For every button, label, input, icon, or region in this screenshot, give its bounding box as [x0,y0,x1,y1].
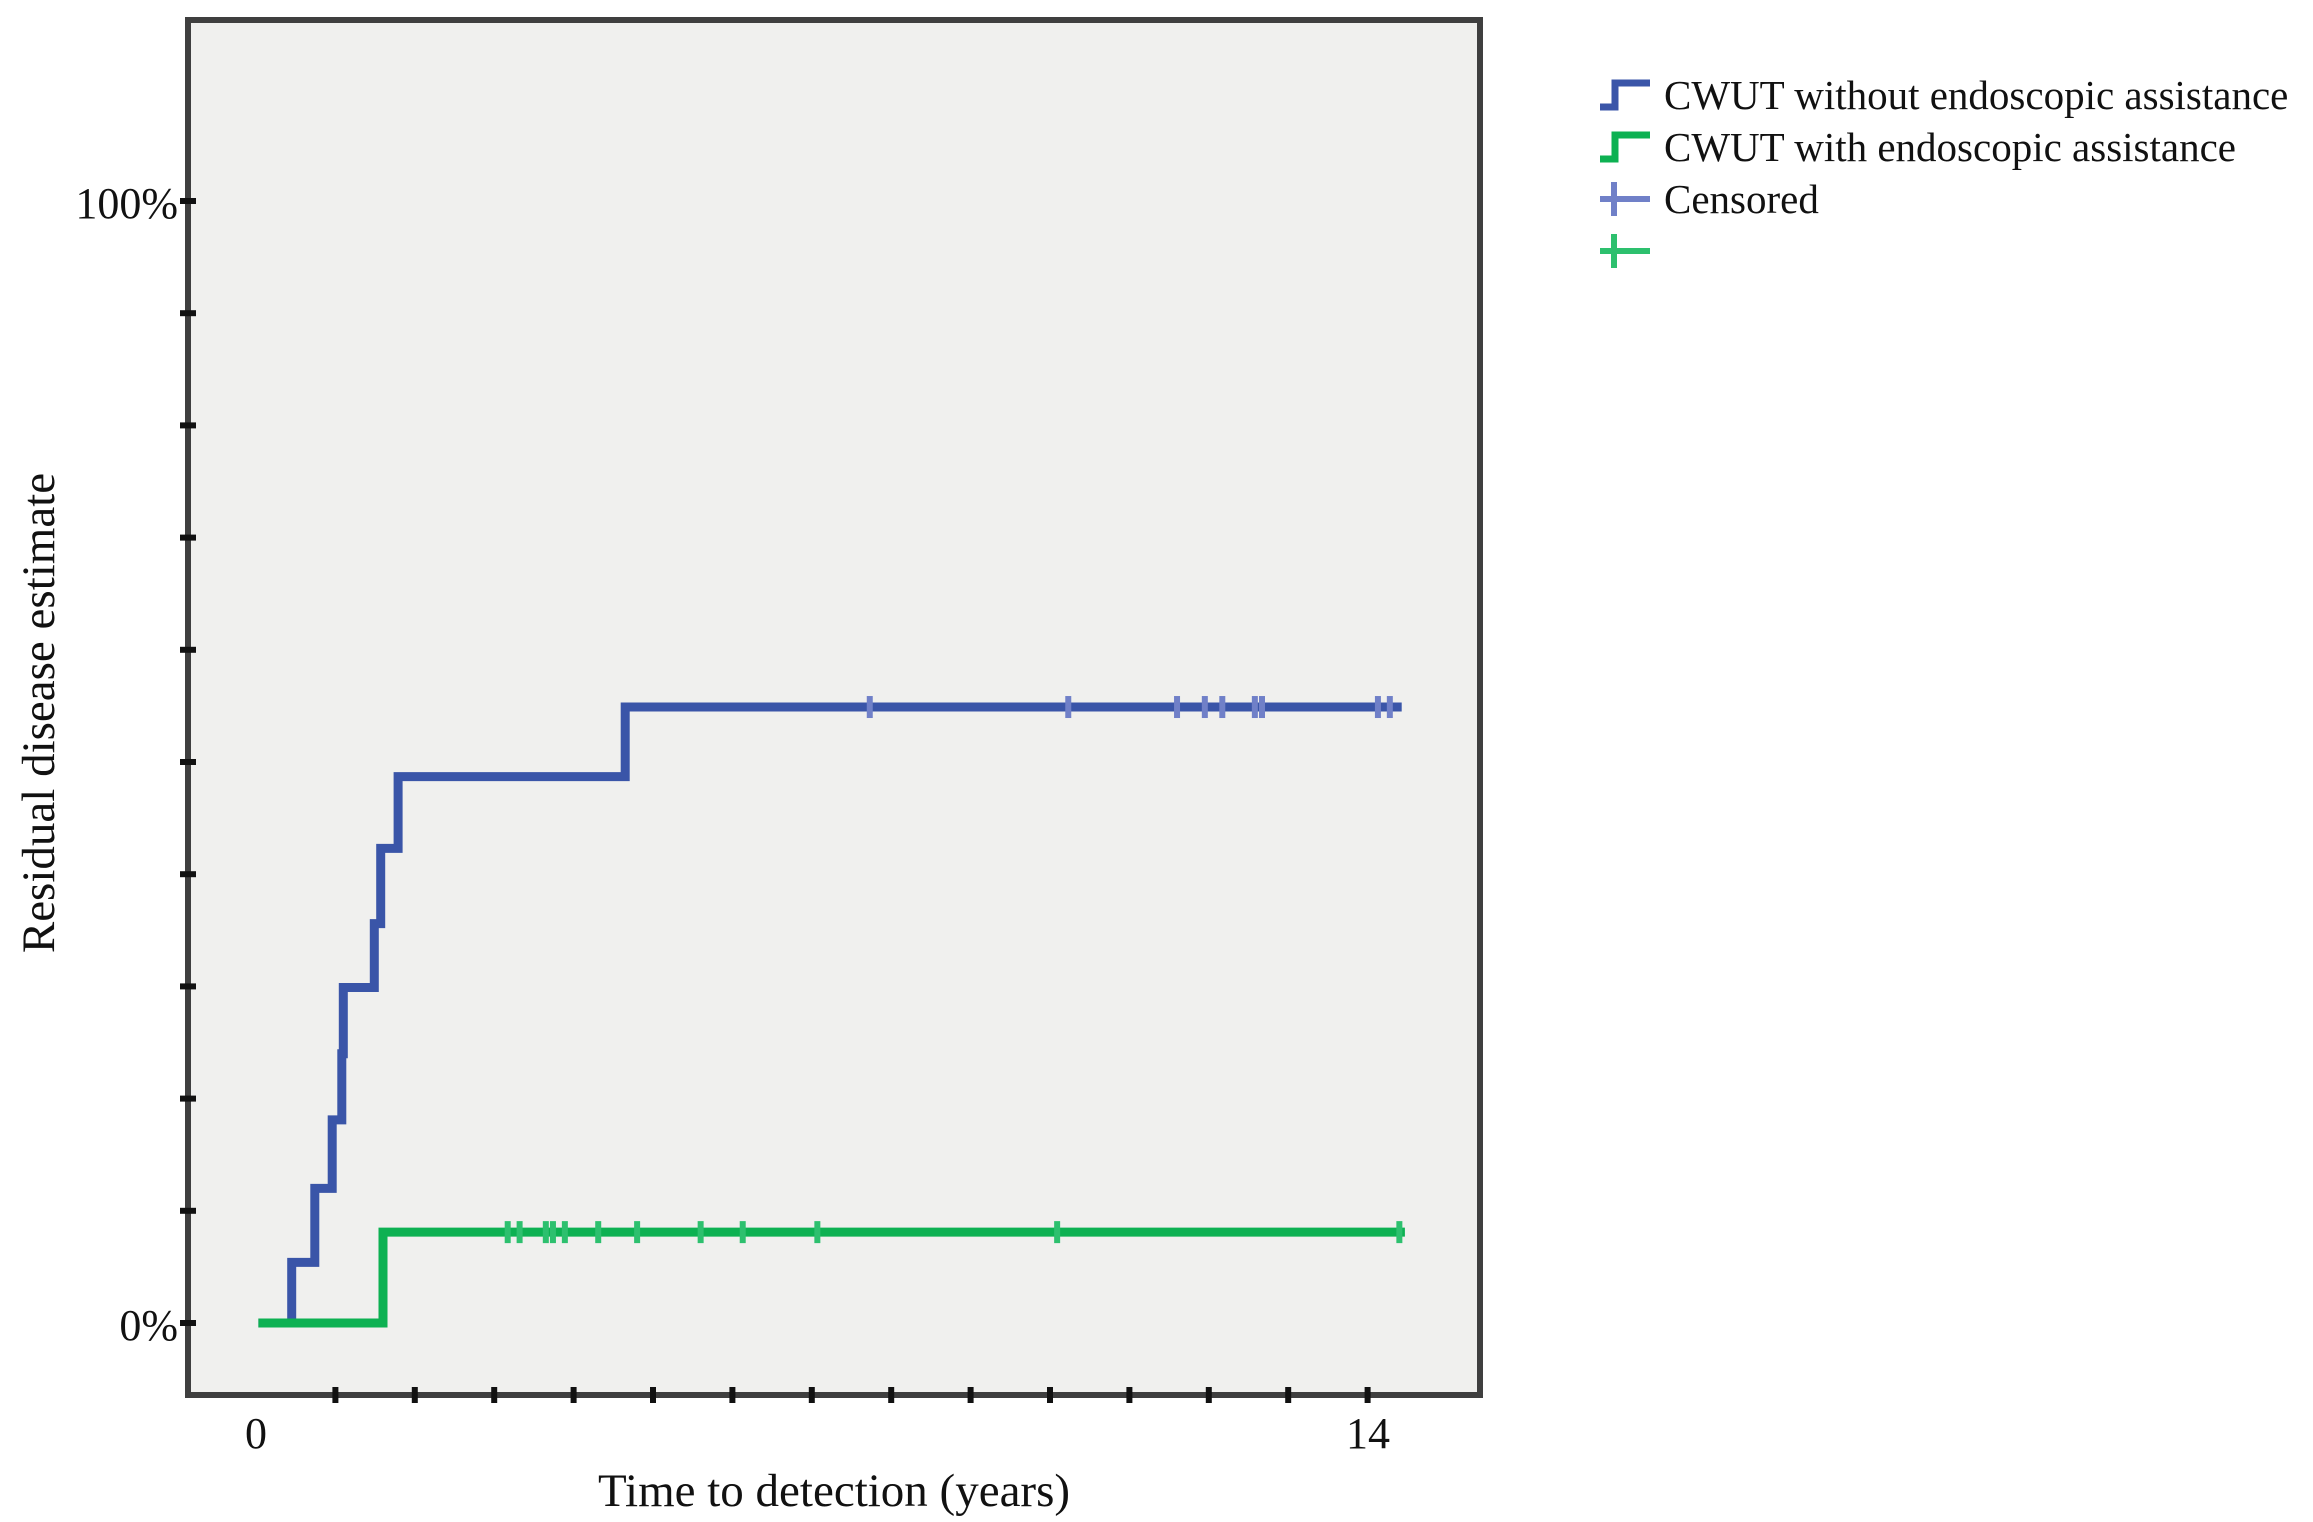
legend-item-censored-blue: Censored [1598,174,2288,224]
x-tick-label-14: 14 [1346,1409,1390,1458]
legend-label: CWUT with endoscopic assistance [1664,124,2236,170]
y-axis-title: Residual disease estimate [13,472,65,954]
survival-curve-1 [258,1227,1405,1328]
x-axis-title: Time to detection (years) [597,1465,1071,1517]
y-tick-label-0: 0% [119,1301,178,1350]
survival-curve-0 [258,702,1402,1328]
legend-item-cwut-without: CWUT without endoscopic assistance [1598,70,2288,120]
step-line-icon [1600,131,1650,163]
legend: CWUT without endoscopic assistance CWUT … [1598,70,2288,276]
plus-icon [1600,182,1650,216]
x-tick-label-0: 0 [245,1409,267,1458]
legend-item-censored-green [1598,226,2288,276]
legend-label: Censored [1664,176,1819,222]
legend-label: CWUT without endoscopic assistance [1664,72,2289,118]
plus-icon [1600,234,1650,268]
y-tick-label-100: 100% [75,179,178,228]
step-line-icon [1600,79,1650,111]
legend-item-cwut-with: CWUT with endoscopic assistance [1598,122,2288,172]
